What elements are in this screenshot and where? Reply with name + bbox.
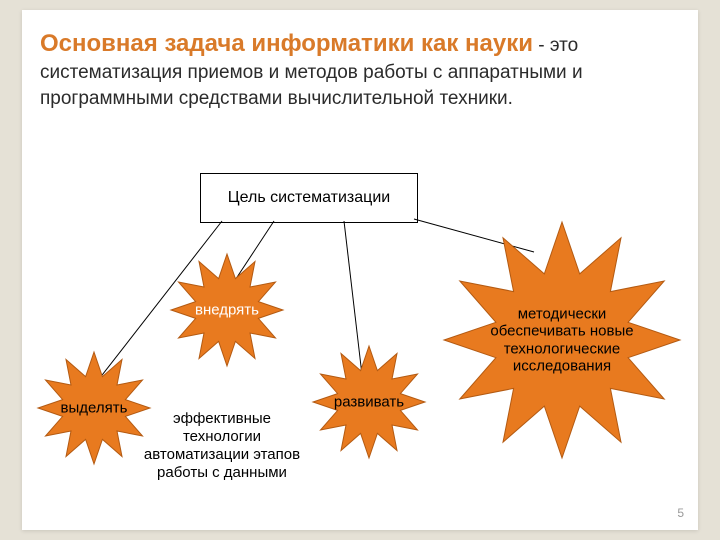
slide-title: Основная задача информатики как науки - … (40, 28, 680, 112)
goal-box: Цель систематизации (200, 173, 418, 223)
caption-text: эффективные технологии автоматизации эта… (137, 410, 307, 482)
starburst-b2 (168, 251, 286, 369)
starburst-b1 (35, 349, 153, 467)
goal-box-label: Цель систематизации (228, 188, 390, 207)
title-accent: Основная задача информатики как науки (40, 30, 533, 57)
slide-card: Основная задача информатики как науки - … (22, 10, 698, 530)
caption-label: эффективные технологии автоматизации эта… (144, 410, 300, 481)
starburst-b3 (310, 343, 428, 461)
starburst-b4 (438, 216, 686, 464)
page-number: 5 (677, 506, 684, 520)
